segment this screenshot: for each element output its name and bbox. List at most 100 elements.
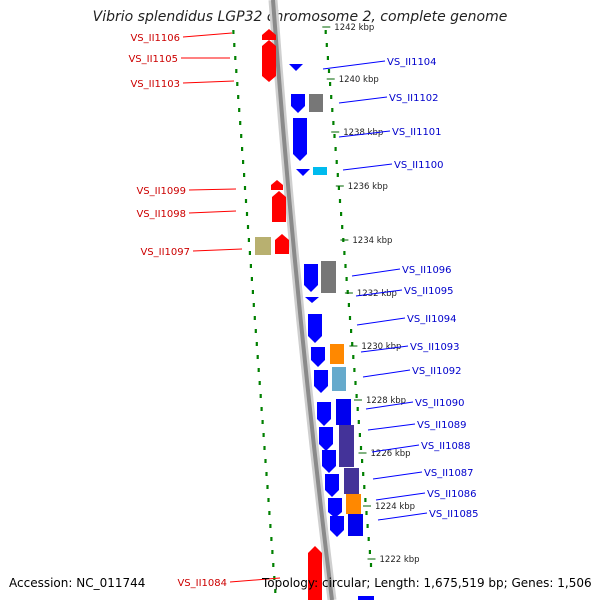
gene-label-forward[interactable]: VS_II1106	[130, 33, 180, 44]
guide-dot-left	[237, 95, 240, 99]
gene-other-VS_II1096[interactable]	[321, 261, 336, 293]
scale-tick-label: 1228 kbp	[366, 396, 406, 406]
gene-reverse-VS_II1101[interactable]	[293, 118, 307, 161]
gene-label-reverse[interactable]: VS_II1101	[392, 127, 442, 138]
guide-dot-right	[364, 498, 367, 502]
gene-other-VS_II1093[interactable]	[330, 344, 344, 364]
leader-line-reverse	[338, 96, 388, 104]
guide-dot-right	[329, 82, 332, 86]
guide-dot-left	[239, 121, 242, 125]
gene-label-reverse[interactable]: VS_II1095	[404, 286, 454, 297]
scale-tick-label: 1240 kbp	[339, 75, 379, 85]
guide-dot-left	[242, 160, 245, 164]
gene-reverse-VS_II1088[interactable]	[322, 450, 336, 473]
guide-dot-left	[240, 134, 243, 138]
guide-dot-right	[346, 290, 349, 294]
guide-dot-right	[347, 303, 350, 307]
guide-dot-left	[234, 56, 237, 60]
gene-other-VS_II1085[interactable]	[348, 514, 363, 536]
gene-other-VS_II1092[interactable]	[332, 367, 346, 391]
guide-dot-left	[269, 524, 272, 528]
guide-dot-right	[330, 95, 333, 99]
gene-reverse-VS_II1096[interactable]	[304, 264, 318, 292]
guide-dot-right	[338, 199, 342, 203]
gene-label-reverse[interactable]: VS_II1088	[421, 441, 471, 452]
guide-dot-right	[343, 251, 346, 255]
gene-reverse-VS_II1094[interactable]	[308, 314, 322, 343]
gene-reverse-VS_II1095[interactable]	[305, 297, 319, 303]
gene-forward-VS_II1097[interactable]	[275, 234, 289, 254]
gene-reverse-VS_II1100a[interactable]	[296, 169, 310, 176]
gene-label-reverse[interactable]: VS_II1102	[389, 93, 439, 104]
gene-label-reverse[interactable]: VS_II1093	[410, 342, 460, 353]
gene-other-VS_II1100[interactable]	[313, 167, 327, 175]
scale-tick-label: 1234 kbp	[352, 236, 392, 246]
guide-dot-left	[253, 316, 256, 320]
gene-label-reverse[interactable]: VS_II1104	[387, 57, 437, 68]
gene-other-VS_II1086[interactable]	[346, 494, 361, 514]
gene-reverse-VS_II1090[interactable]	[317, 402, 331, 426]
gene-label-reverse[interactable]: VS_II1094	[407, 314, 457, 325]
gene-label-forward[interactable]: VS_II1099	[136, 186, 186, 197]
gene-other-VS_II1089[interactable]	[339, 425, 354, 467]
guide-dot-right	[337, 186, 340, 190]
guide-dot-left	[264, 459, 267, 463]
guide-dot-left	[244, 199, 248, 203]
gene-label-forward[interactable]: VS_II1105	[128, 54, 178, 65]
gene-reverse-VS_II1104[interactable]	[289, 64, 303, 71]
guide-dot-right	[362, 472, 365, 476]
gene-reverse-VS_II1092[interactable]	[314, 370, 328, 393]
gene-reverse-VS_II1102[interactable]	[291, 94, 305, 113]
gene-label-reverse[interactable]: VS_II1086	[427, 489, 477, 500]
gene-reverse-VS_II1093[interactable]	[311, 347, 325, 367]
guide-dot-right	[334, 147, 337, 151]
gene-other-VS_II1097[interactable]	[255, 237, 271, 255]
guide-dot-right	[324, 30, 327, 34]
gene-label-forward[interactable]: VS_II1098	[136, 209, 186, 220]
guide-dot-right	[361, 459, 364, 463]
gene-other-VS_II1090[interactable]	[336, 399, 351, 425]
guide-dot-right	[366, 524, 369, 528]
scale-tick-label: 1238 kbp	[343, 128, 383, 138]
guide-dot-left	[252, 303, 255, 307]
gene-other-VS_II1102[interactable]	[309, 94, 323, 112]
gene-forward-VS_II1105[interactable]	[262, 40, 276, 82]
gene-reverse-VS_II1086[interactable]	[328, 498, 342, 518]
gene-label-reverse[interactable]: VS_II1100	[394, 160, 444, 171]
gene-other-VS_II1087[interactable]	[344, 468, 359, 494]
gene-label-reverse[interactable]: VS_II1096	[402, 265, 452, 276]
gene-label-reverse[interactable]: VS_II1092	[412, 366, 462, 377]
guide-dot-right	[351, 342, 354, 346]
leader-line-reverse	[371, 444, 420, 453]
guide-dot-right	[356, 407, 359, 411]
gene-label-forward[interactable]: VS_II1103	[130, 79, 180, 90]
leader-line-forward	[182, 80, 235, 84]
gene-label-reverse[interactable]: VS_II1085	[429, 509, 479, 520]
gene-reverse-bottom[interactable]	[358, 596, 374, 600]
gene-label-reverse[interactable]: VS_II1090	[415, 398, 465, 409]
guide-dot-left	[254, 329, 257, 333]
guide-dot-left	[248, 251, 251, 255]
guide-dot-left	[232, 30, 235, 34]
gene-reverse-VS_II1087[interactable]	[325, 474, 339, 497]
gene-label-forward[interactable]: VS_II1084	[177, 578, 227, 589]
gene-forward-VS_II1099[interactable]	[271, 180, 283, 190]
gene-label-forward[interactable]: VS_II1097	[140, 247, 190, 258]
guide-dot-right	[340, 212, 343, 216]
gene-reverse-VS_II1089[interactable]	[319, 427, 333, 451]
guide-dot-right	[348, 316, 352, 320]
guide-dot-right	[331, 108, 334, 112]
gene-label-reverse[interactable]: VS_II1089	[417, 420, 467, 431]
gene-forward-VS_II1084[interactable]	[308, 546, 322, 600]
scale-tick-label: 1224 kbp	[375, 502, 415, 512]
guide-dot-left	[258, 381, 261, 385]
scale-tick-label: 1236 kbp	[348, 182, 388, 192]
gene-label-reverse[interactable]: VS_II1087	[424, 468, 474, 479]
gene-reverse-VS_II1085[interactable]	[330, 516, 344, 537]
guide-dot-left	[256, 355, 259, 359]
gene-forward-VS_II1106[interactable]	[262, 29, 276, 40]
leader-line-reverse	[377, 512, 428, 521]
guide-dot-right	[327, 69, 331, 73]
guide-dot-left	[249, 264, 252, 268]
gene-forward-VS_II1098[interactable]	[272, 191, 286, 222]
